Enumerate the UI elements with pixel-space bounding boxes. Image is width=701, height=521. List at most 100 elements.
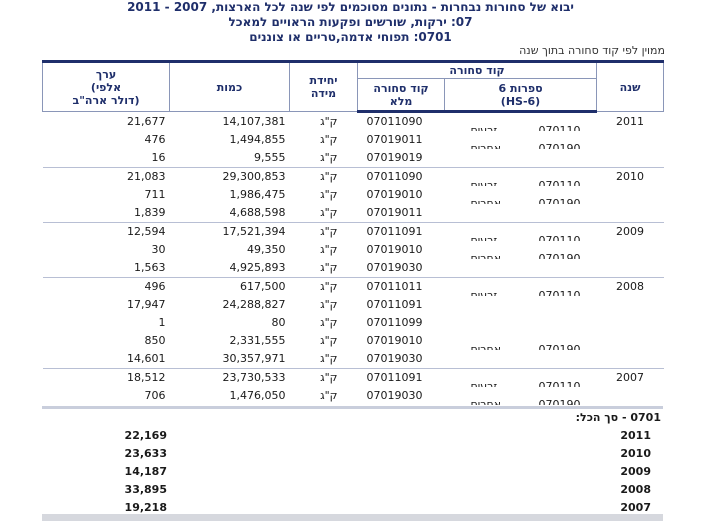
unit-cell: ק"ג: [289, 111, 358, 131]
full-code-cell: 07011091: [357, 368, 445, 387]
table-row: 21,677 14,107,381 ק"ג 07011090 זרעים 070110 20…: [42, 111, 664, 131]
summary-row: 33,895 2008: [42, 481, 663, 499]
header-hs6: 6 ספרות (HS-6): [443, 78, 598, 113]
quantity-cell: 1,494,855: [229, 133, 286, 146]
hs6-cell: אחרים 070190: [445, 241, 597, 259]
unit-cell: ק"ג: [289, 222, 358, 241]
year-cell: [597, 131, 664, 149]
sort-note: ממוין לפי קוד סחורה בתוך שנה: [519, 44, 665, 57]
hs6-cell: זרעים 070110: [444, 368, 597, 387]
value-cell: 16: [151, 151, 166, 164]
year-cell: [597, 387, 664, 405]
quantity-cell: 17,521,394: [169, 222, 290, 241]
quantity-cell: 23,730,533: [169, 368, 290, 387]
heading-title: 0701: תפוחי אדמה,טריים או צוננים: [249, 30, 452, 44]
summary-year: 2010: [620, 447, 651, 460]
full-code-cell: 07019011: [366, 133, 423, 146]
summary-value: 33,895: [124, 483, 167, 496]
table-row: 30 49,350 ק"ג 07019010 אחרים 070190: [43, 241, 664, 259]
quantity-cell: 24,288,827: [222, 298, 286, 311]
year-cell: [597, 241, 664, 259]
hs6-description: אחרים: [470, 142, 502, 149]
table-row: 496 617,500 ק"ג 07011011 זרעים 070110 2008: [42, 277, 664, 296]
hs6-cell: זרעים 070110: [444, 167, 597, 186]
quantity-cell: 1,476,050: [229, 389, 286, 402]
report-title: יבוא של סחורות נבחרות - נתונים מסוכמים ל…: [127, 0, 574, 14]
hs6-description: זרעים: [470, 289, 498, 296]
unit-cell: ק"ג: [289, 368, 358, 387]
hs6-cell: [445, 259, 597, 278]
hs6-cell: אחרים 070190: [445, 387, 597, 405]
hs6-description: זרעים: [470, 124, 498, 131]
header-year: שנה: [596, 60, 665, 112]
summary-year: 2007: [620, 501, 651, 514]
hs6-code: 070190: [538, 343, 581, 350]
hs6-code: 070190: [538, 142, 581, 149]
hs6-description: אחרים: [470, 252, 502, 259]
hs6-description: זרעים: [470, 179, 498, 186]
year-cell: [597, 296, 664, 314]
table-row: 14,601 30,357,971 ק"ג 07019030: [43, 350, 664, 369]
full-code-cell: 07019010: [366, 243, 423, 256]
full-code-cell: 07011011: [357, 277, 445, 296]
summary-row: 14,187 2009: [42, 463, 663, 481]
hs6-code: 070110: [538, 234, 581, 241]
summary-year: 2008: [620, 483, 651, 496]
unit-cell: ק"ג: [320, 352, 338, 365]
hs6-description: זרעים: [470, 234, 498, 241]
summary-row: 23,633 2010: [42, 445, 663, 463]
quantity-cell: 1,986,475: [229, 188, 286, 201]
full-code-cell: 07019011: [366, 206, 423, 219]
year-cell: [597, 186, 664, 204]
value-cell: 1,839: [134, 206, 166, 219]
table-body: 21,677 14,107,381 ק"ג 07011090 זרעים 070110 20…: [42, 111, 664, 405]
hs6-cell: אחרים 070190: [445, 131, 597, 149]
full-code-cell: 07019010: [366, 334, 423, 347]
value-cell: 1,563: [134, 261, 166, 274]
table-row: 18,512 23,730,533 ק"ג 07011091 זרעים 070110 20…: [42, 368, 664, 387]
summary-section: 0701 - סך הכל: 22,169 2011 23,633 2010 14,18…: [42, 406, 663, 517]
summary-value: 19,218: [124, 501, 167, 514]
unit-cell: ק"ג: [320, 334, 338, 347]
summary-year: 2011: [620, 429, 651, 442]
hs6-code: 070190: [538, 398, 581, 405]
summary-value: 23,633: [124, 447, 167, 460]
summary-row: 22,169 2011: [42, 427, 663, 445]
hs6-cell: [445, 149, 597, 168]
table-row: 476 1,494,855 ק"ג 07019011 אחרים 070190: [43, 131, 664, 149]
table-row: 12,594 17,521,394 ק"ג 07011091 זרעים 070110 20…: [42, 222, 664, 241]
full-code-cell: 07011090: [357, 167, 445, 186]
full-code-cell: 07011090: [357, 111, 445, 131]
full-code-cell: 07019030: [366, 389, 423, 402]
hs6-description: אחרים: [470, 343, 502, 350]
unit-cell: ק"ג: [320, 261, 338, 274]
table-row: 21,083 29,300,853 ק"ג 07011090 זרעים 070110 20…: [42, 167, 664, 186]
year-cell: 2010: [596, 167, 664, 186]
hs6-description: אחרים: [470, 398, 502, 405]
unit-cell: ק"ג: [320, 188, 338, 201]
hs6-code: 070190: [538, 197, 581, 204]
summary-value: 14,187: [124, 465, 167, 478]
full-code-cell: 07011091: [357, 222, 445, 241]
table-row: 850 2,331,555 ק"ג 07019010 אחרים 070190: [43, 332, 664, 350]
value-cell: 30: [151, 243, 166, 256]
unit-cell: ק"ג: [289, 277, 358, 296]
table-row: 1,563 4,925,893 ק"ג 07019030: [43, 259, 664, 278]
import-table-container: ערך (אלפי דולר ארה"ב) כמות יחידת מידה קו…: [42, 59, 665, 405]
hs6-cell: זרעים 070110: [444, 222, 597, 241]
hs6-description: זרעים: [470, 380, 498, 387]
hs6-cell: זרעים 070110: [444, 277, 597, 296]
year-cell: 2008: [596, 277, 664, 296]
table-row: 711 1,986,475 ק"ג 07019010 אחרים 070190: [43, 186, 664, 204]
value-cell: 1: [158, 316, 166, 329]
year-cell: [597, 204, 664, 223]
value-cell: 476: [144, 133, 166, 146]
quantity-cell: 80: [271, 316, 286, 329]
value-cell: 18,512: [42, 368, 170, 387]
full-code-cell: 07019030: [366, 352, 423, 365]
unit-cell: ק"ג: [320, 316, 338, 329]
hs6-cell: זרעים 070110: [444, 111, 597, 131]
unit-cell: ק"ג: [320, 298, 338, 311]
hs6-code: 070110: [538, 380, 581, 387]
quantity-cell: 4,688,598: [229, 206, 286, 219]
